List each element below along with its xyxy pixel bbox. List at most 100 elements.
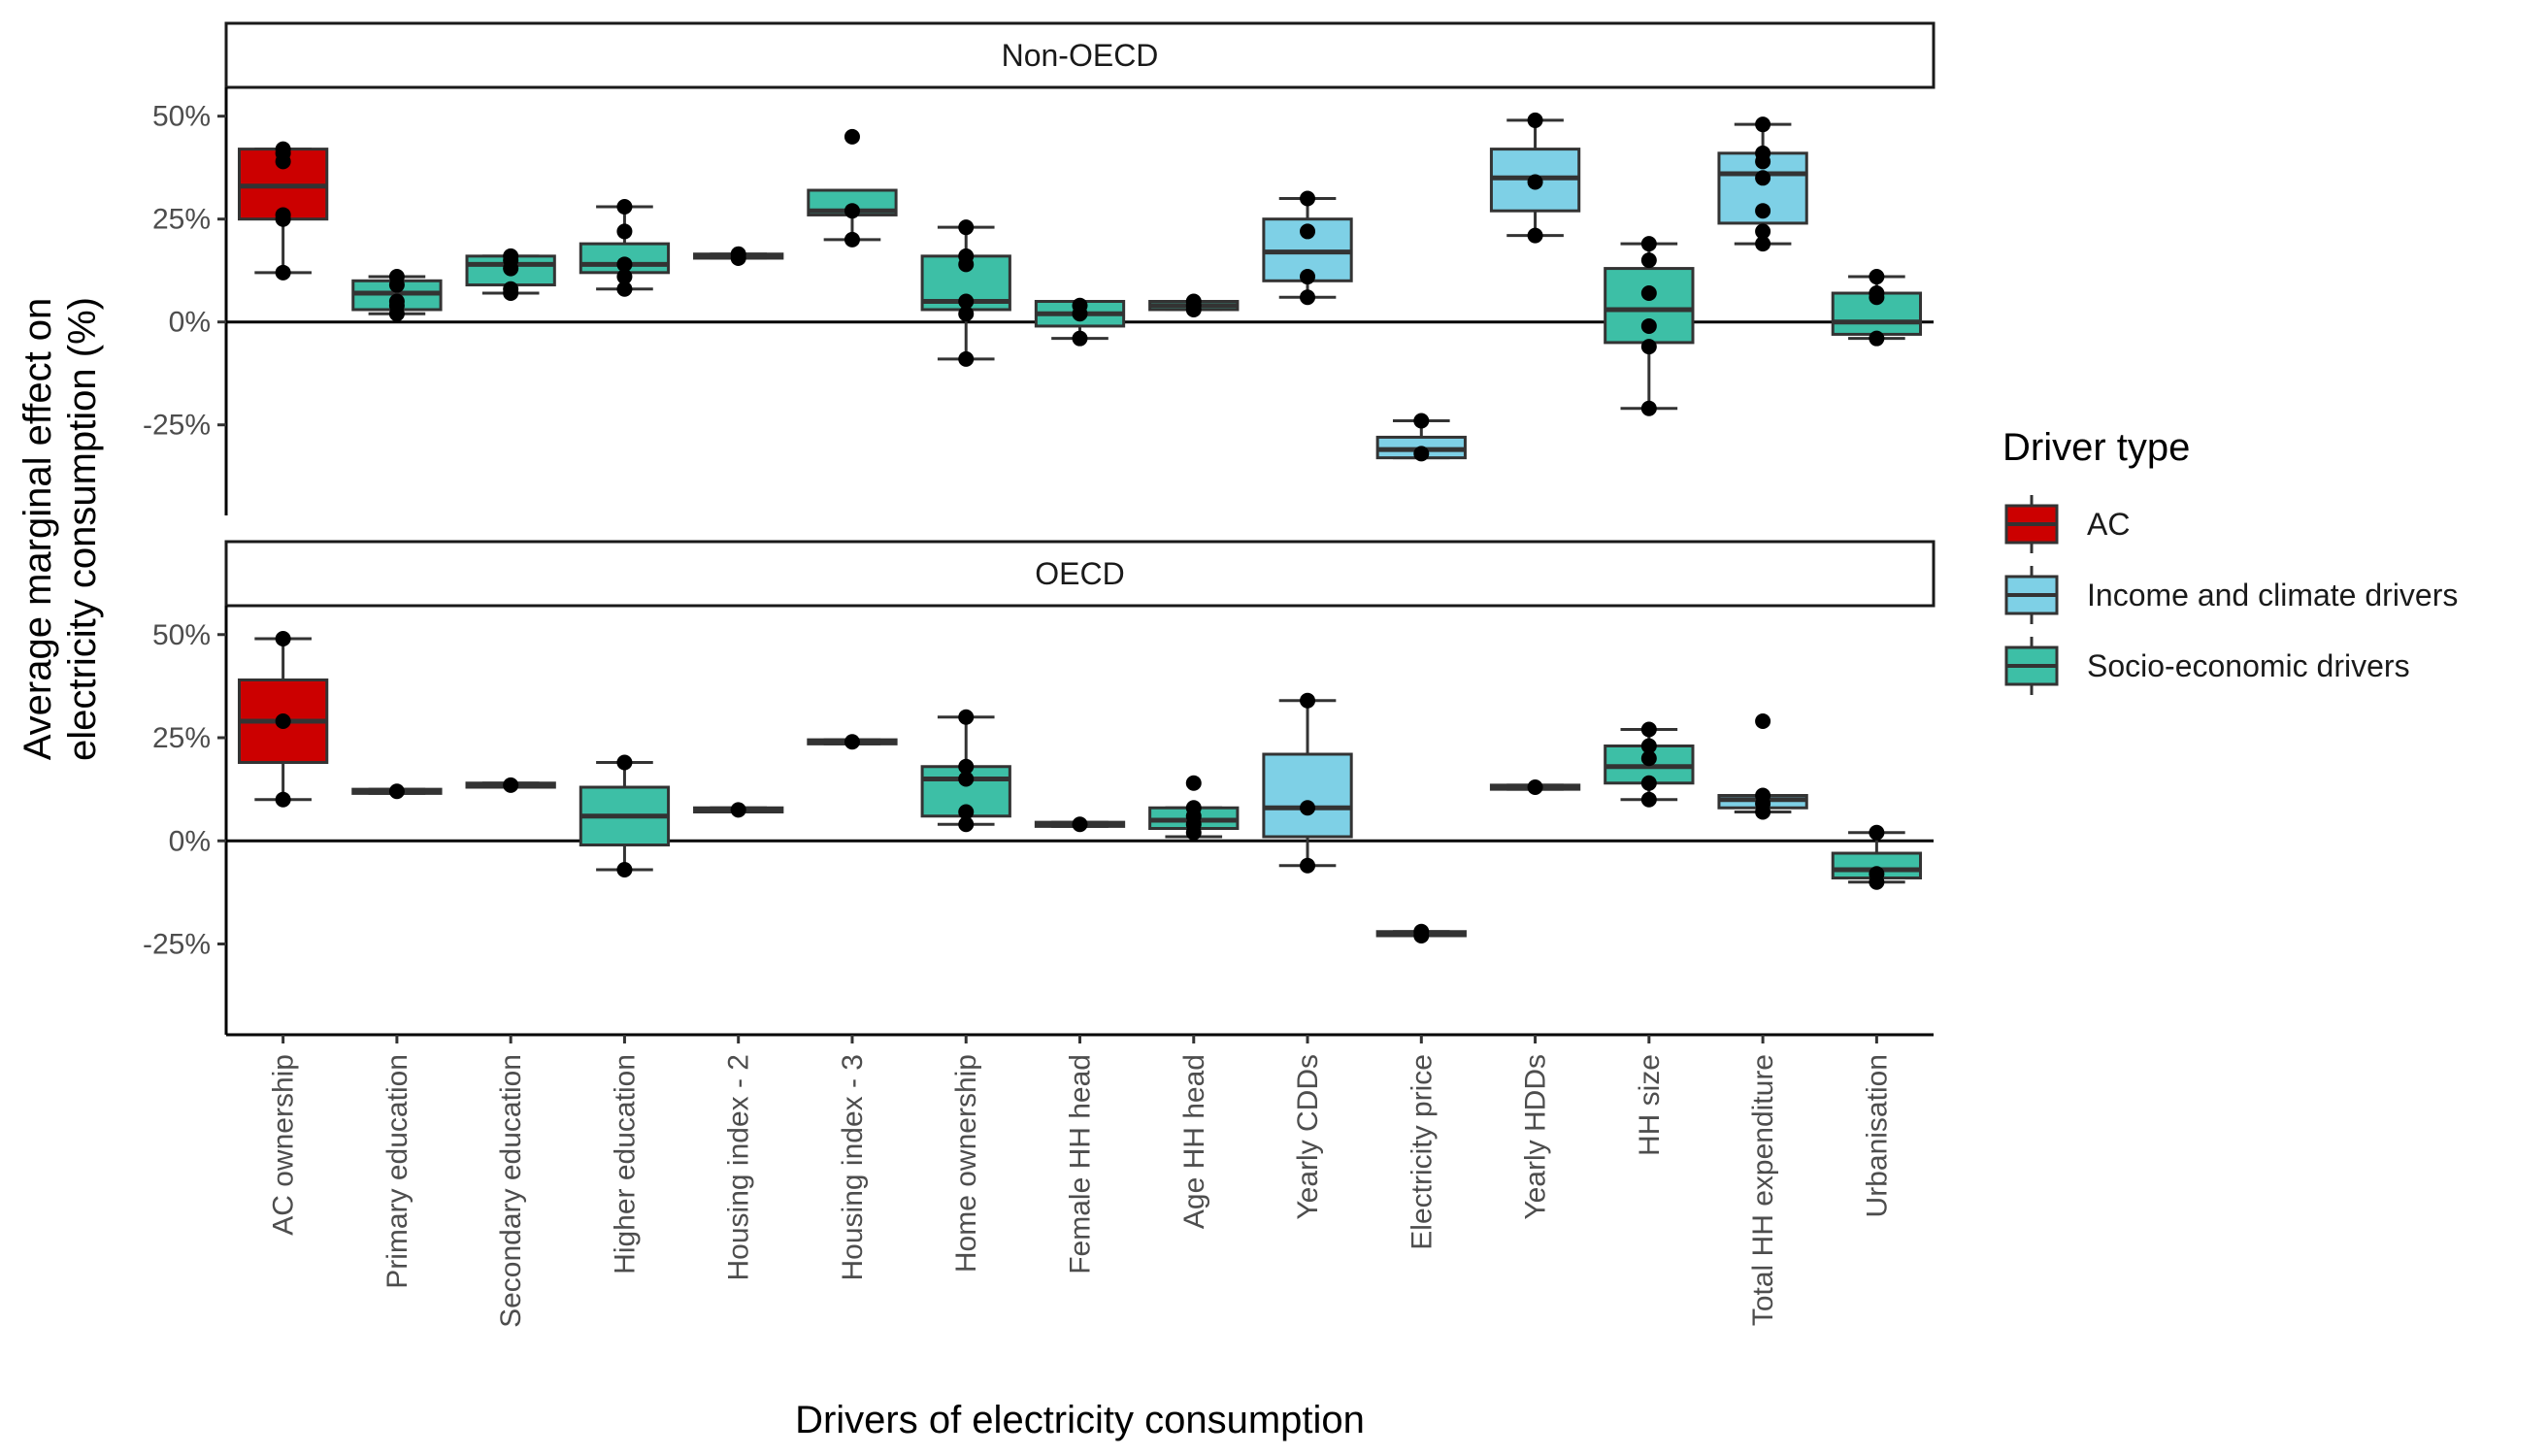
box-3 bbox=[579, 198, 671, 297]
legend-entry: Socio-economic drivers bbox=[2004, 637, 2410, 695]
box-7 bbox=[1034, 297, 1126, 347]
y-tick-label: 50% bbox=[152, 101, 211, 133]
box-8 bbox=[1148, 775, 1240, 841]
data-point bbox=[958, 306, 975, 322]
data-point bbox=[1640, 738, 1657, 754]
box-9 bbox=[1262, 190, 1353, 306]
x-tick-label: Housing index - 2 bbox=[723, 1054, 755, 1280]
data-point bbox=[275, 207, 291, 223]
box-4 bbox=[693, 802, 784, 818]
data-point bbox=[1300, 289, 1316, 306]
data-point bbox=[958, 293, 975, 310]
box-14 bbox=[1831, 269, 1923, 347]
data-point bbox=[1869, 269, 1885, 285]
data-point bbox=[1527, 112, 1543, 128]
legend-label: Income and climate drivers bbox=[2087, 578, 2458, 612]
data-point bbox=[1640, 317, 1657, 334]
data-point bbox=[275, 141, 291, 157]
data-point bbox=[1413, 413, 1430, 429]
data-point bbox=[1755, 170, 1771, 186]
x-tick-label: Secondary education bbox=[495, 1054, 527, 1328]
box-11 bbox=[1489, 112, 1581, 244]
data-point bbox=[958, 771, 975, 787]
box-2 bbox=[465, 248, 556, 302]
data-point bbox=[1640, 791, 1657, 808]
data-point bbox=[616, 198, 633, 215]
data-point bbox=[503, 777, 519, 793]
data-point bbox=[1640, 750, 1657, 767]
data-point bbox=[1755, 787, 1771, 804]
data-point bbox=[730, 802, 746, 818]
x-tick-label: Housing index - 3 bbox=[837, 1054, 869, 1280]
x-tick-label: Electricity price bbox=[1406, 1054, 1438, 1250]
data-point bbox=[1185, 800, 1202, 816]
data-point bbox=[1869, 824, 1885, 841]
data-point bbox=[1755, 145, 1771, 161]
data-point bbox=[844, 203, 860, 219]
y-tick-label: 0% bbox=[169, 825, 211, 857]
y-tick-label: 50% bbox=[152, 619, 211, 651]
legend-label: Socio-economic drivers bbox=[2087, 648, 2410, 683]
x-tick-label: Primary education bbox=[381, 1054, 414, 1289]
data-point bbox=[1300, 857, 1316, 874]
data-point bbox=[1072, 330, 1088, 347]
data-point bbox=[388, 783, 405, 800]
box-9 bbox=[1262, 692, 1353, 874]
x-tick-label: Urbanisation bbox=[1861, 1054, 1893, 1217]
data-point bbox=[1300, 269, 1316, 285]
box-3 bbox=[579, 754, 671, 877]
data-point bbox=[1640, 400, 1657, 416]
y-axis-title: Average marginal effect onelectricity co… bbox=[17, 297, 104, 761]
box-14 bbox=[1831, 824, 1923, 890]
data-point bbox=[1640, 285, 1657, 302]
data-point bbox=[1869, 285, 1885, 302]
data-point bbox=[958, 758, 975, 775]
data-point bbox=[1869, 330, 1885, 347]
box-1 bbox=[351, 783, 443, 800]
legend-label: AC bbox=[2087, 507, 2130, 542]
box-body bbox=[1262, 752, 1353, 839]
box-5 bbox=[807, 734, 898, 750]
data-point bbox=[958, 219, 975, 236]
data-point bbox=[1755, 116, 1771, 133]
panel-strip-label: OECD bbox=[1035, 556, 1124, 591]
legend: Driver type AC Income and climate drivers S… bbox=[2002, 426, 2458, 695]
data-point bbox=[958, 709, 975, 725]
box-1 bbox=[351, 269, 443, 322]
box-2 bbox=[465, 777, 556, 793]
data-point bbox=[275, 264, 291, 281]
box-13 bbox=[1717, 713, 1808, 820]
data-point bbox=[1755, 223, 1771, 240]
data-point bbox=[275, 713, 291, 729]
panel-strip bbox=[224, 21, 1936, 89]
data-point bbox=[1640, 775, 1657, 791]
data-point bbox=[1527, 227, 1543, 244]
data-point bbox=[1640, 721, 1657, 738]
data-point bbox=[1640, 252, 1657, 269]
data-point bbox=[844, 128, 860, 145]
data-point bbox=[1185, 293, 1202, 310]
x-tick-label: Yearly HDDs bbox=[1520, 1054, 1552, 1220]
data-point bbox=[1413, 923, 1430, 940]
data-point bbox=[1300, 223, 1316, 240]
data-point bbox=[1640, 236, 1657, 252]
data-point bbox=[1413, 446, 1430, 462]
data-point bbox=[1185, 775, 1202, 791]
data-point bbox=[1300, 800, 1316, 816]
panel-oecd: OECD -25% 0% 25% 50% AC ownership Primary educ… bbox=[143, 540, 1936, 1328]
data-point bbox=[1869, 866, 1885, 882]
x-tick-label: Female HH head bbox=[1065, 1054, 1097, 1274]
panel-non-oecd: Non-OECD -25% 0% 25% 50% bbox=[143, 21, 1936, 515]
box-10 bbox=[1375, 413, 1467, 462]
legend-entry: Income and climate drivers bbox=[2004, 566, 2458, 624]
data-point bbox=[275, 631, 291, 646]
y-axis-title-line: electricity consumption (%) bbox=[61, 297, 104, 761]
box-0 bbox=[237, 141, 329, 281]
data-point bbox=[1300, 692, 1316, 709]
data-point bbox=[616, 754, 633, 771]
x-tick-label: Higher education bbox=[609, 1054, 641, 1274]
data-point bbox=[1640, 339, 1657, 355]
x-tick-label: Yearly CDDs bbox=[1292, 1054, 1324, 1220]
